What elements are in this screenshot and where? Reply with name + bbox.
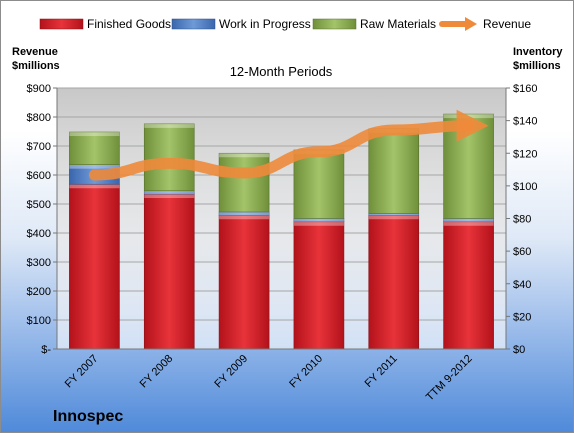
- bar-raw-materials-highlight: [144, 123, 195, 128]
- left-tick-label: $500: [27, 199, 51, 211]
- x-tick-label: FY 2007: [63, 353, 101, 391]
- bar-work-in-progress-highlight: [219, 211, 270, 216]
- legend: Finished Goods Work in Progress Raw Mate…: [39, 17, 531, 31]
- bar-finished-goods-highlight: [293, 221, 344, 226]
- x-axis: FY 2007 FY 2008 FY 2009 FY 2010 FY 2011 TTM 9…: [63, 353, 475, 404]
- bar-work-in-progress-highlight: [443, 218, 494, 222]
- right-tick-label: $100: [513, 181, 537, 193]
- left-tick-label: $100: [27, 315, 51, 327]
- bar-raw-materials: [69, 131, 120, 165]
- revenue-line: [88, 120, 475, 181]
- bar-series: [69, 113, 494, 350]
- bar-finished-goods: [293, 221, 345, 350]
- bar-work-in-progress-highlight: [293, 218, 344, 222]
- x-tick-label: FY 2009: [212, 353, 250, 391]
- right-axis-title-line2: $millions: [513, 60, 561, 72]
- revenue-arrowhead: [456, 109, 489, 142]
- bar-finished-goods-highlight: [69, 184, 120, 189]
- bar-raw-materials: [368, 128, 420, 214]
- right-tick-label: $60: [513, 246, 531, 258]
- x-tick-label: FY 2010: [287, 353, 325, 391]
- bar-raw-materials-highlight: [69, 132, 120, 137]
- legend-label-revenue: Revenue: [483, 17, 531, 31]
- bar-finished-goods-highlight: [443, 221, 494, 226]
- legend-label-work-in-progress: Work in Progress: [219, 17, 311, 31]
- bar-finished-goods: [443, 221, 494, 350]
- legend-arrowhead-revenue: [465, 17, 477, 31]
- bar-raw-materials: [143, 123, 195, 192]
- left-tick-label: $700: [27, 141, 51, 153]
- left-tick-label: $300: [27, 257, 51, 269]
- bar-finished-goods: [218, 214, 270, 350]
- left-tick-label: $600: [27, 170, 51, 182]
- bar-raw-materials: [218, 152, 270, 213]
- left-tick-label: $800: [27, 112, 51, 124]
- bar-finished-goods-highlight: [144, 194, 195, 199]
- x-tick-label: FY 2011: [363, 353, 400, 390]
- right-tick-label: $160: [513, 83, 537, 95]
- legend-swatch-finished-goods: [39, 18, 84, 30]
- chart-title: 12-Month Periods: [230, 64, 333, 79]
- bar-work-in-progress-highlight: [69, 164, 120, 169]
- bar-finished-goods-highlight: [368, 215, 419, 220]
- right-tick-label: $140: [513, 116, 537, 128]
- legend-label-raw-materials: Raw Materials: [360, 17, 436, 31]
- legend-label-finished-goods: Finished Goods: [87, 17, 171, 31]
- x-tick-label: TTM 9-2012: [424, 353, 475, 404]
- right-axis-title-line1: Inventory: [513, 46, 563, 58]
- left-tick-label: $200: [27, 286, 51, 298]
- left-tick-label: $400: [27, 228, 51, 240]
- bar-finished-goods: [69, 183, 120, 350]
- legend-swatch-raw-materials: [312, 18, 357, 30]
- right-axis: $0 $20 $40 $60 $80 $100 $120 $140 $160: [506, 83, 537, 356]
- left-tick-label: $-: [41, 344, 51, 356]
- left-axis-title-line2: $millions: [12, 60, 60, 72]
- bar-raw-materials-highlight: [219, 153, 270, 158]
- bar-raw-materials: [293, 149, 345, 219]
- bar-work-in-progress-highlight: [144, 190, 195, 195]
- company-name: Innospec: [53, 408, 123, 425]
- gridlines: [57, 87, 506, 321]
- right-tick-label: $40: [513, 279, 531, 291]
- bar-finished-goods: [368, 214, 420, 350]
- right-tick-label: $20: [513, 311, 531, 323]
- right-tick-label: $120: [513, 148, 537, 160]
- bar-finished-goods-highlight: [219, 215, 270, 220]
- right-tick-label: $80: [513, 214, 531, 226]
- left-axis: $- $100 $200 $300 $400 $500 $600 $700 $800 $900: [27, 83, 57, 356]
- legend-swatch-work-in-progress: [171, 18, 216, 30]
- bar-finished-goods: [143, 193, 195, 350]
- x-tick-label: FY 2008: [138, 353, 176, 391]
- left-tick-label: $900: [27, 83, 51, 95]
- right-tick-label: $0: [513, 344, 525, 356]
- bar-work-in-progress-highlight: [368, 213, 419, 216]
- left-axis-title-line1: Revenue: [12, 46, 58, 58]
- revenue-series: [88, 109, 489, 181]
